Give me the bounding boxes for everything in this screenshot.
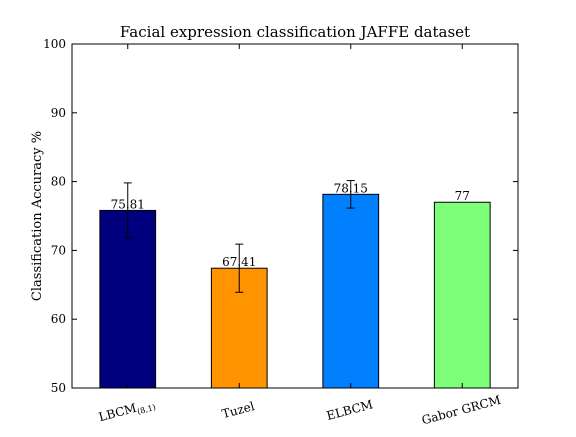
bar-0 bbox=[99, 209, 157, 389]
x-tick-label-main-1: Tuzel bbox=[220, 399, 256, 421]
y-tick-label-3: 80 bbox=[51, 175, 66, 189]
bar-2 bbox=[322, 193, 380, 389]
y-tick-label-5: 100 bbox=[43, 37, 66, 51]
chart-title: Facial expression classification JAFFE d… bbox=[120, 23, 470, 41]
x-tick-label-1: Tuzel bbox=[220, 399, 256, 421]
x-tick-label-main-0: LBCM bbox=[97, 401, 138, 424]
x-tick-label-3: Gabor GRCM bbox=[420, 393, 502, 428]
y-tick-label-0: 50 bbox=[51, 381, 66, 395]
x-tick-label-2: ELBCM bbox=[325, 397, 374, 423]
x-tick-label-sub-0: (8,1) bbox=[136, 403, 157, 417]
plot-area: 75.81 67.41 78.15 77 50 60 70 80 90 100 LBCM(8,1) T… bbox=[43, 37, 519, 428]
plot-frame bbox=[71, 43, 519, 389]
y-tick-label-1: 60 bbox=[51, 312, 66, 326]
value-label-0: 75.81 bbox=[111, 197, 145, 211]
y-tick-label-2: 70 bbox=[51, 243, 66, 257]
value-label-3: 77 bbox=[455, 189, 470, 203]
bar-3 bbox=[433, 201, 491, 389]
value-label-1: 67.41 bbox=[222, 255, 256, 269]
y-axis-label: Classification Accuracy % bbox=[30, 131, 45, 301]
y-tick-label-4: 90 bbox=[51, 106, 66, 120]
value-label-2: 78.15 bbox=[334, 181, 368, 195]
x-tick-label-main-2: ELBCM bbox=[325, 397, 374, 423]
x-tick-label-main-3: Gabor GRCM bbox=[420, 393, 502, 428]
x-tick-label-0: LBCM(8,1) bbox=[97, 396, 157, 426]
